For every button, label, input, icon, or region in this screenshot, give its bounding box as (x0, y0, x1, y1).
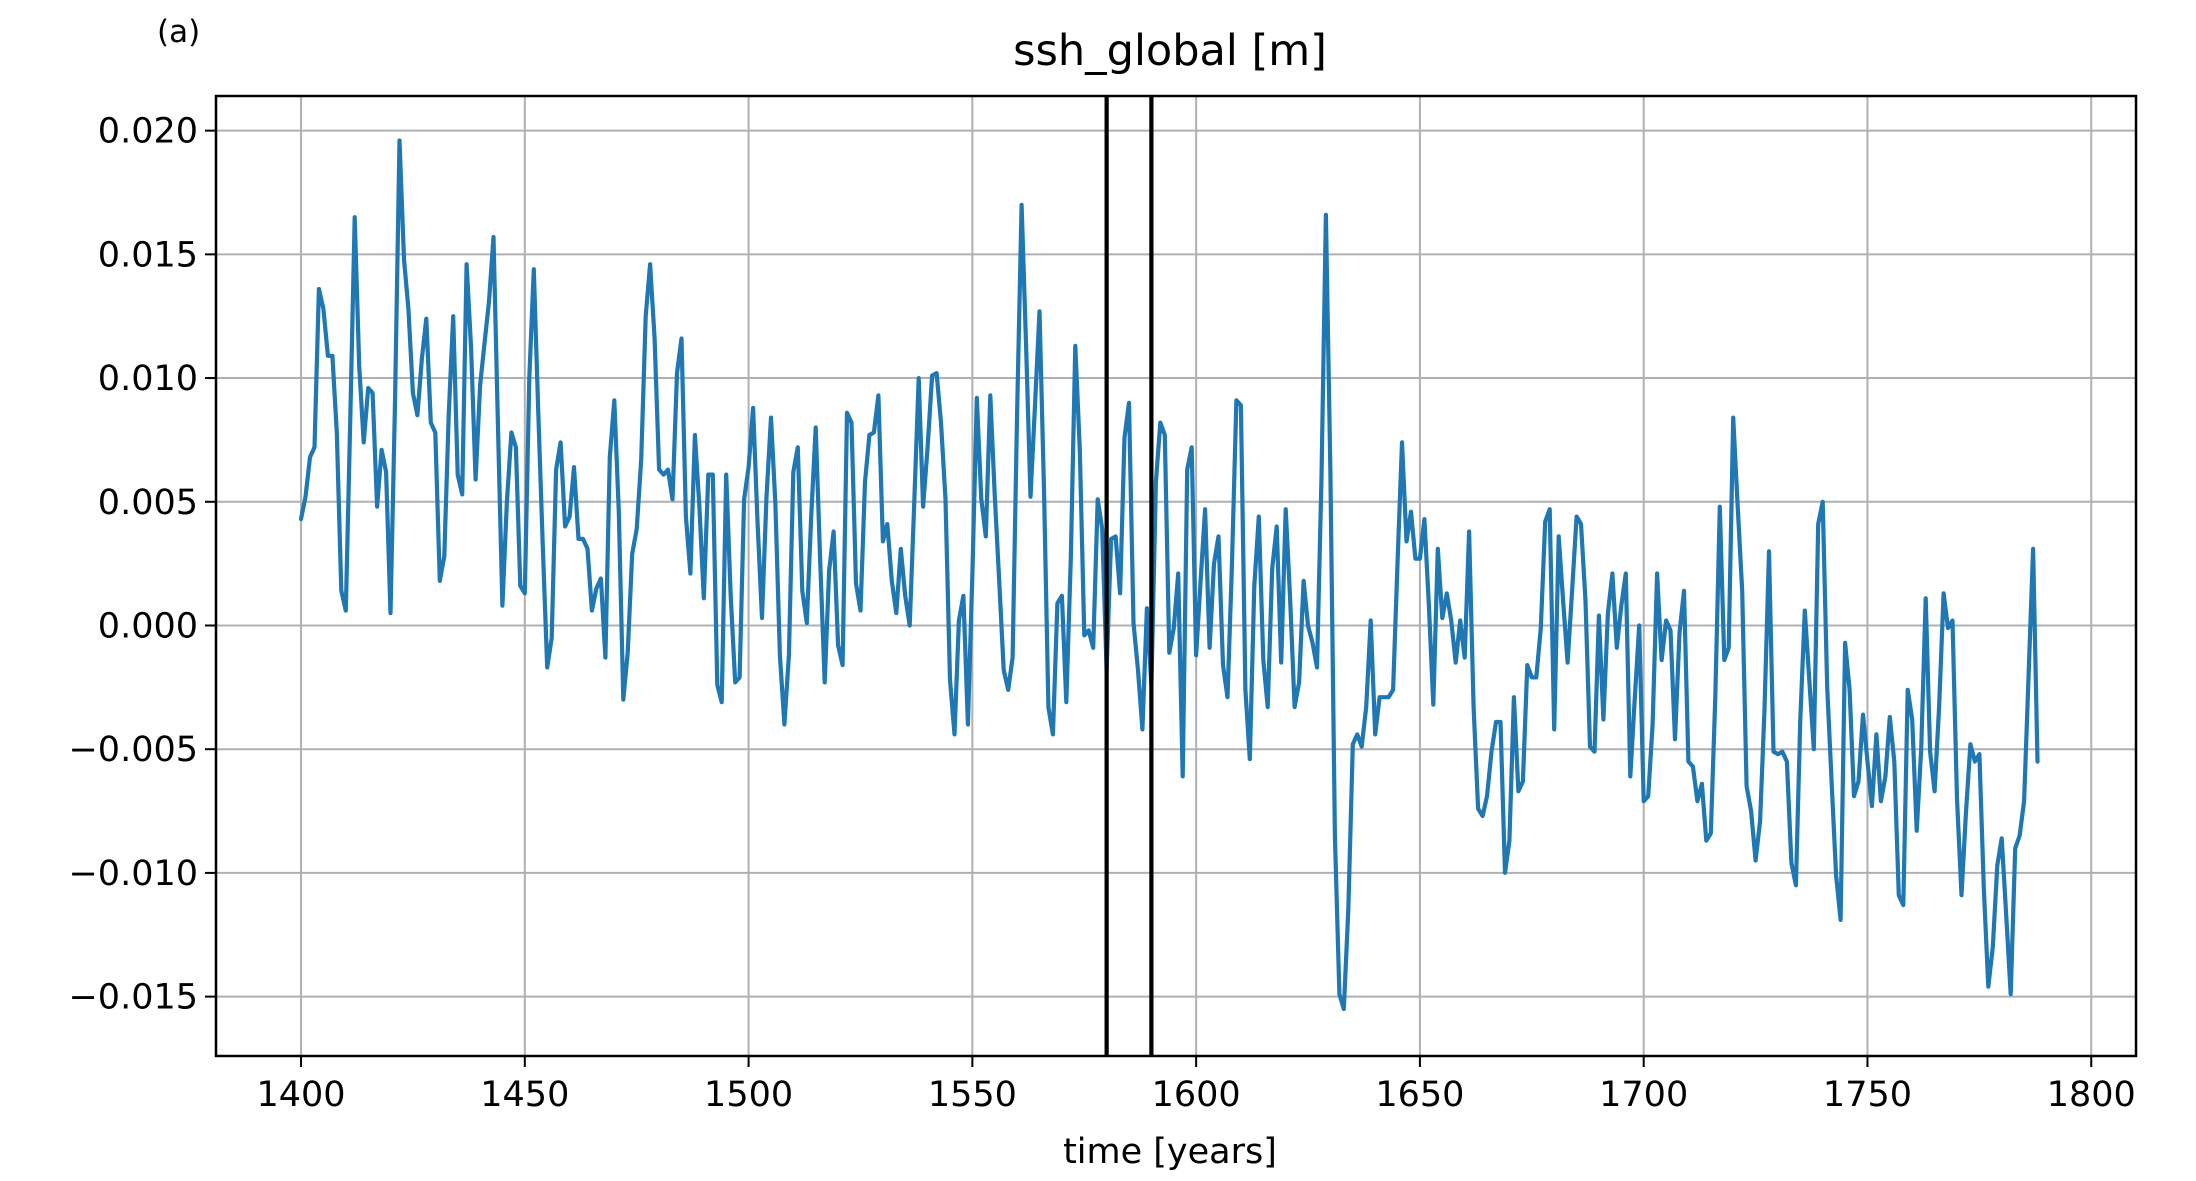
x-tick-label: 1600 (1152, 1075, 1241, 1115)
x-tick-label: 1400 (256, 1075, 345, 1115)
x-axis: 1400 1450 1500 1550 1600 1650 1700 1750 1800 (256, 1056, 2136, 1115)
series-group (298, 138, 2040, 1012)
y-tick-label: −0.010 (68, 854, 198, 894)
x-tick-label: 1500 (704, 1075, 793, 1115)
x-axis-label: time [years] (1063, 1132, 1277, 1172)
x-tick-label: 1700 (1599, 1075, 1688, 1115)
y-tick-label: −0.005 (68, 730, 198, 770)
chart-title: ssh_global [m] (1013, 26, 1327, 76)
y-tick-label: 0.005 (98, 483, 198, 523)
vertical-markers (1104, 96, 1154, 1056)
x-tick-label: 1550 (928, 1075, 1017, 1115)
series-line (298, 138, 2040, 1012)
x-tick-label: 1650 (1375, 1075, 1464, 1115)
y-tick-label: 0.015 (98, 235, 198, 275)
y-axis: 0.020 0.015 0.010 0.005 0.000 −0.005 −0.010 −0.… (68, 112, 216, 1018)
plot-frame (214, 94, 2138, 1058)
x-tick-label: 1450 (480, 1075, 569, 1115)
x-tick-label: 1800 (2047, 1075, 2136, 1115)
x-tick-label: 1750 (1823, 1075, 1912, 1115)
y-tick-label: 0.000 (98, 606, 198, 646)
y-tick-label: 0.010 (98, 359, 198, 399)
y-tick-label: −0.015 (68, 978, 198, 1018)
panel-label: (a) (157, 14, 201, 50)
y-tick-label: 0.020 (98, 112, 198, 152)
